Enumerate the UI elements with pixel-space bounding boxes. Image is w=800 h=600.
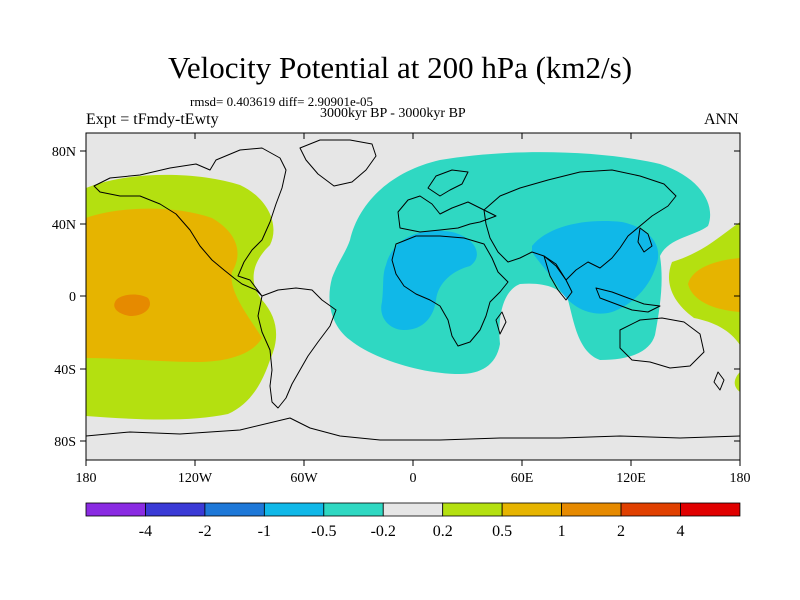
colorbar-label-3: -1	[258, 523, 271, 540]
lon-label-120e: 120E	[616, 471, 646, 486]
coast-antarctica	[86, 417, 740, 441]
lat-label-eq: 0	[69, 290, 76, 305]
colorbar-box-8	[501, 502, 562, 517]
season-label: ANN	[704, 111, 739, 128]
coast-india	[543, 255, 573, 301]
coast-africa	[391, 235, 509, 347]
colorbar-box-4	[263, 502, 325, 517]
lon-label-60w: 60W	[290, 471, 318, 486]
colorbar-label-4: -0.5	[311, 523, 336, 540]
contour-negative-0p5-asia	[532, 221, 659, 314]
map-panel: 80N 40N 0 40S 80S 180 120W 60W 0 60E 120…	[52, 132, 751, 486]
colorbar-label-10: 4	[677, 523, 685, 540]
coast-madagascar	[495, 311, 507, 335]
coast-australia	[619, 317, 705, 369]
colorbar-box-10	[620, 502, 681, 517]
lon-label-120w: 120W	[178, 471, 213, 486]
colorbar-box-1	[85, 502, 146, 517]
lat-label-40n: 40N	[52, 218, 76, 233]
contour-negative-0p5	[381, 230, 477, 330]
coast-north-america	[93, 147, 287, 297]
colorbar-label-1: -4	[139, 523, 152, 540]
contour-fills	[86, 152, 740, 420]
colorbar-box-3	[204, 502, 265, 517]
colorbar-label-7: 0.5	[492, 523, 512, 540]
lon-label-60e: 60E	[511, 471, 534, 486]
coastlines	[86, 139, 740, 441]
coast-europe	[397, 195, 497, 233]
lat-label-80n: 80N	[52, 145, 76, 160]
coast-indonesia	[595, 287, 661, 313]
colorbar-label-9: 2	[617, 523, 625, 540]
coast-japan	[637, 227, 653, 253]
colorbar-box-11	[680, 502, 741, 517]
coast-new-zealand	[713, 371, 725, 391]
colorbar-box-2	[145, 502, 206, 517]
contour-positive-east-0p5	[688, 258, 740, 312]
contour-positive-east-edge	[734, 372, 740, 392]
colorbar-box-7	[442, 502, 503, 517]
lat-label-80s: 80S	[54, 435, 76, 450]
coast-greenland	[299, 139, 377, 187]
colorbar-box-9	[561, 502, 622, 517]
colorbar-label-2: -2	[198, 523, 211, 540]
map-title: Velocity Potential at 200 hPa (km2/s)	[167, 50, 633, 85]
contour-positive-0p5	[86, 208, 262, 362]
lon-label-180e: 180	[730, 471, 751, 486]
colorbar-label-8: 1	[558, 523, 566, 540]
colorbar-label-5: -0.2	[371, 523, 396, 540]
period-subtitle: 3000kyr BP - 3000kyr BP	[320, 106, 466, 121]
colorbar-box-6	[382, 502, 444, 517]
coast-asia	[483, 169, 677, 281]
colorbar-label-6: 0.2	[433, 523, 453, 540]
contour-positive-1	[114, 294, 150, 316]
lon-label-0: 0	[410, 471, 417, 486]
lon-label-180w: 180	[76, 471, 97, 486]
colorbar: -4 -2 -1 -0.5 -0.2 0.2 0.5 1 2 4	[85, 502, 741, 540]
lat-label-40s: 40S	[54, 363, 76, 378]
experiment-label: Expt = tFmdy-tEwty	[86, 111, 219, 128]
colorbar-box-5	[323, 502, 384, 517]
coast-south-america	[257, 287, 337, 409]
axis-ticks	[80, 133, 741, 466]
coast-scandinavia	[427, 169, 469, 197]
stats-text: rmsd= 0.403619 diff= 2.90901e-05	[190, 94, 374, 109]
